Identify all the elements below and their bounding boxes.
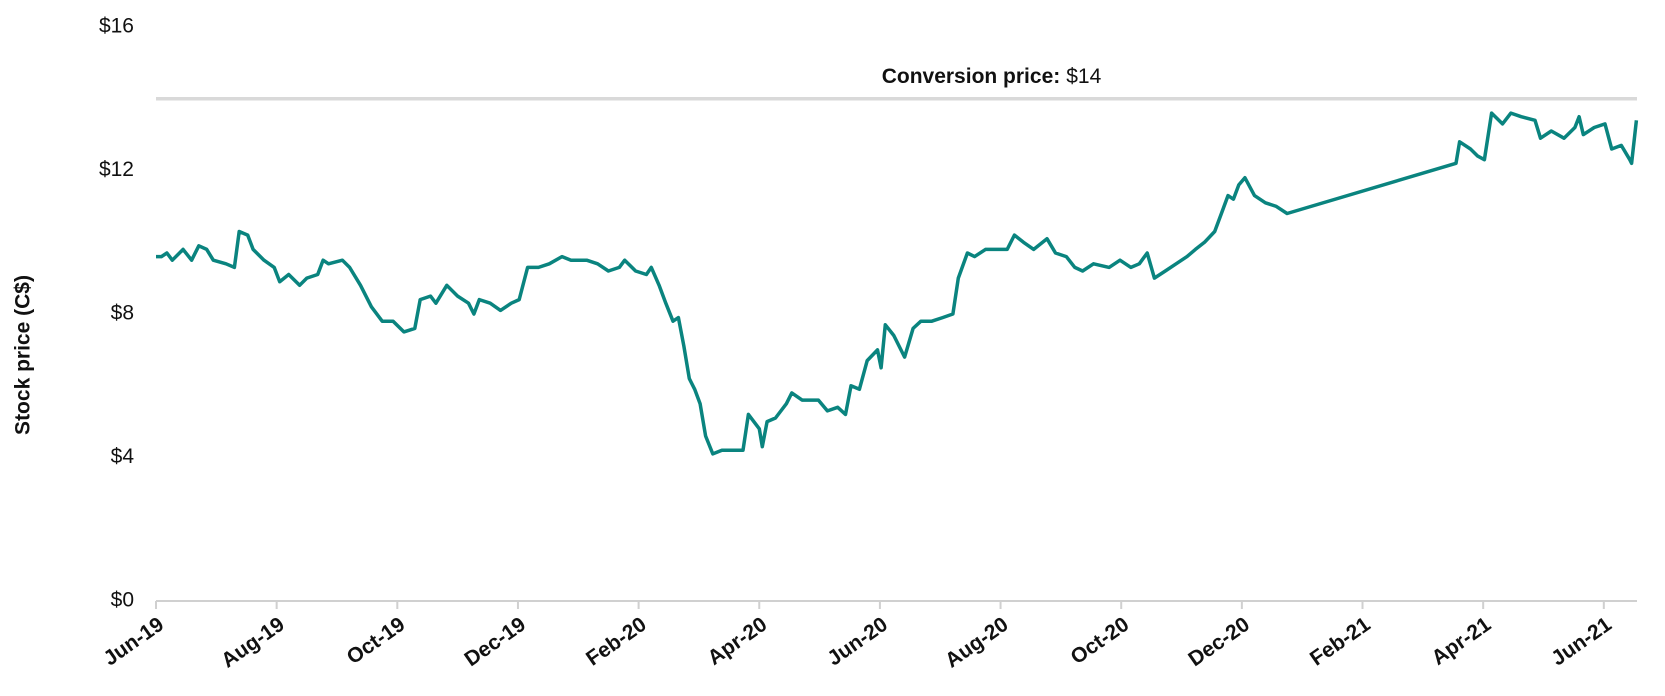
x-tick-label: Oct-20	[1067, 613, 1134, 669]
x-tick-label: Aug-20	[941, 613, 1013, 673]
x-tick-label: Dec-19	[460, 613, 530, 671]
x-tick-label: Aug-19	[217, 613, 289, 673]
x-tick-label: Feb-20	[582, 613, 651, 671]
y-tick-label: $0	[111, 589, 134, 612]
price-line	[156, 111, 1639, 456]
x-tick-label: Jun-21	[1547, 613, 1616, 671]
reference-value: $14	[1066, 64, 1101, 87]
reference-label-text: Conversion price:	[882, 64, 1061, 87]
x-tick-label: Feb-21	[1306, 613, 1375, 671]
x-tick-label: Dec-20	[1184, 613, 1254, 671]
x-tick-label: Apr-20	[704, 613, 772, 670]
x-tick-label: Jun-20	[823, 613, 892, 671]
x-tick-label: Apr-21	[1428, 613, 1496, 670]
y-axis-label: Stock price (C$)	[12, 275, 35, 435]
x-tick-label: Oct-19	[343, 613, 410, 669]
y-tick-label: $16	[99, 15, 134, 38]
x-tick-label: Jun-19	[99, 613, 168, 671]
y-tick-label: $8	[111, 302, 134, 325]
y-tick-label: $12	[99, 158, 134, 181]
reference-label: Conversion price: $14	[882, 64, 1102, 87]
y-tick-label: $4	[111, 445, 135, 468]
